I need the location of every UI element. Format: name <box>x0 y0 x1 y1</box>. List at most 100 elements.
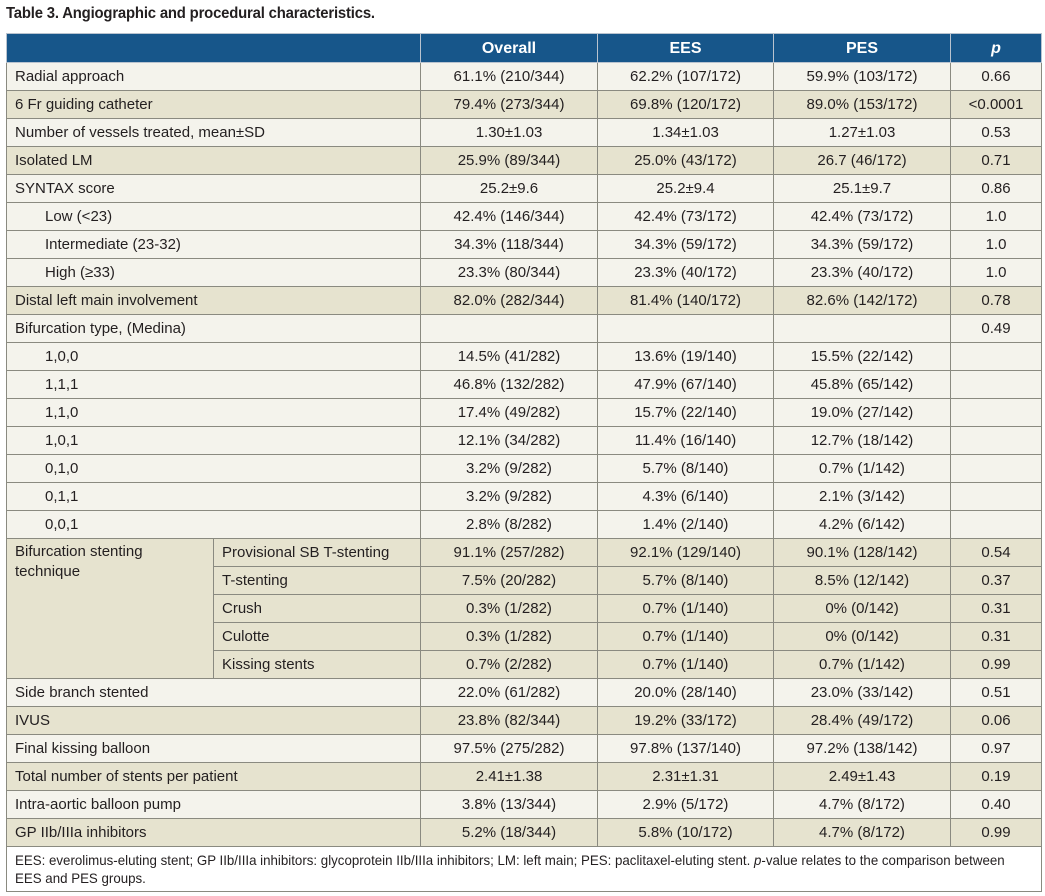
table-row: Bifurcation type, (Medina) 0.49 <box>6 314 1042 343</box>
cell-pes: 15.5% (22/142) <box>773 342 951 371</box>
cell-p: 0.19 <box>950 762 1042 791</box>
table-body-main: Radial approach 61.1% (210/344) 62.2% (107… <box>6 62 1042 539</box>
cell-ees: 0.7% (1/140) <box>597 594 774 623</box>
row-sublabel: Crush <box>213 594 421 623</box>
footnote: EES: everolimus-eluting stent; GP IIb/II… <box>6 846 1042 892</box>
cell-ees: 69.8% (120/172) <box>597 90 774 119</box>
table-row: High (≥33) 23.3% (80/344) 23.3% (40/172) 23… <box>6 258 1042 287</box>
cell-ees: 42.4% (73/172) <box>597 202 774 231</box>
cell-pes: 0.7% (1/142) <box>773 650 951 679</box>
cell-ees: 5.8% (10/172) <box>597 818 774 847</box>
cell-pes: 1.27±1.03 <box>773 118 951 147</box>
table-row: Intra-aortic balloon pump 3.8% (13/344) 2.… <box>6 790 1042 819</box>
cell-overall: 3.2% (9/282) <box>420 454 598 483</box>
row-label: Intra-aortic balloon pump <box>6 790 421 819</box>
table-title: Table 3. Angiographic and procedural cha… <box>6 5 375 22</box>
row-label: Distal left main involvement <box>6 286 421 315</box>
cell-pes: 0% (0/142) <box>773 594 951 623</box>
cell-overall: 14.5% (41/282) <box>420 342 598 371</box>
cell-p <box>950 454 1042 483</box>
cell-p: 0.54 <box>950 538 1042 567</box>
cell-pes: 19.0% (27/142) <box>773 398 951 427</box>
cell-ees: 0.7% (1/140) <box>597 650 774 679</box>
cell-ees: 2.9% (5/172) <box>597 790 774 819</box>
row-sublabel: Kissing stents <box>213 650 421 679</box>
row-sublabel: Culotte <box>213 622 421 651</box>
row-label: GP IIb/IIIa inhibitors <box>6 818 421 847</box>
row-label: 1,0,1 <box>6 426 421 455</box>
table-row: 1,1,0 17.4% (49/282) 15.7% (22/140) 19.0% (… <box>6 398 1042 427</box>
cell-overall: 12.1% (34/282) <box>420 426 598 455</box>
cell-overall: 3.8% (13/344) <box>420 790 598 819</box>
cell-pes: 4.7% (8/172) <box>773 790 951 819</box>
table-row: Culotte 0.3% (1/282) 0.7% (1/140) 0% (0/142… <box>7 622 1042 651</box>
footnote-text-1: EES: everolimus-eluting stent; GP IIb/II… <box>15 852 754 868</box>
cell-pes: 0.7% (1/142) <box>773 454 951 483</box>
cell-overall: 5.2% (18/344) <box>420 818 598 847</box>
cell-overall: 0.3% (1/282) <box>420 622 598 651</box>
table-row: Number of vessels treated, mean±SD 1.30±1… <box>6 118 1042 147</box>
table-row: Crush 0.3% (1/282) 0.7% (1/140) 0% (0/142) 0… <box>7 594 1042 623</box>
cell-ees: 4.3% (6/140) <box>597 482 774 511</box>
table-row: 0,1,1 3.2% (9/282) 4.3% (6/140) 2.1% (3/142… <box>6 482 1042 511</box>
cell-pes: 59.9% (103/172) <box>773 62 951 91</box>
cell-p <box>950 510 1042 539</box>
cell-p <box>950 426 1042 455</box>
cell-p: 1.0 <box>950 202 1042 231</box>
cell-p: 0.06 <box>950 706 1042 735</box>
row-label: 6 Fr guiding catheter <box>6 90 421 119</box>
row-label: Bifurcation type, (Medina) <box>6 314 421 343</box>
cell-p <box>950 342 1042 371</box>
row-label: 0,1,0 <box>6 454 421 483</box>
cell-ees: 92.1% (129/140) <box>597 538 774 567</box>
cell-ees: 0.7% (1/140) <box>597 622 774 651</box>
cell-p: 1.0 <box>950 230 1042 259</box>
row-label: 1,1,1 <box>6 370 421 399</box>
cell-overall: 0.7% (2/282) <box>420 650 598 679</box>
table-row: 0,1,0 3.2% (9/282) 5.7% (8/140) 0.7% (1/142… <box>6 454 1042 483</box>
cell-ees: 47.9% (67/140) <box>597 370 774 399</box>
cell-overall: 82.0% (282/344) <box>420 286 598 315</box>
cell-p: 0.31 <box>950 622 1042 651</box>
cell-p: 0.99 <box>950 818 1042 847</box>
row-label: Isolated LM <box>6 146 421 175</box>
cell-ees: 81.4% (140/172) <box>597 286 774 315</box>
group-label: Bifurcation stenting technique <box>6 538 214 679</box>
header-row: Overall EES PES p <box>6 33 1042 63</box>
cell-overall <box>420 314 598 343</box>
cell-p: 0.66 <box>950 62 1042 91</box>
footnote-text-2: -value relates to the comparison between… <box>15 852 1005 886</box>
table-row: 0,0,1 2.8% (8/282) 1.4% (2/140) 4.2% (6/142… <box>6 510 1042 539</box>
cell-p <box>950 482 1042 511</box>
cell-overall: 79.4% (273/344) <box>420 90 598 119</box>
table-row: GP IIb/IIIa inhibitors 5.2% (18/344) 5.8% … <box>6 818 1042 847</box>
table-row: 1,0,1 12.1% (34/282) 11.4% (16/140) 12.7% (… <box>6 426 1042 455</box>
cell-p: 0.97 <box>950 734 1042 763</box>
table-row: Bifurcation stenting technique Provisiona… <box>6 538 1042 679</box>
cell-ees: 19.2% (33/172) <box>597 706 774 735</box>
row-label: Intermediate (23-32) <box>6 230 421 259</box>
cell-p: 0.40 <box>950 790 1042 819</box>
cell-ees: 25.0% (43/172) <box>597 146 774 175</box>
cell-overall: 97.5% (275/282) <box>420 734 598 763</box>
cell-ees: 25.2±9.4 <box>597 174 774 203</box>
cell-pes: 4.7% (8/172) <box>773 818 951 847</box>
cell-overall: 1.30±1.03 <box>420 118 598 147</box>
cell-pes: 97.2% (138/142) <box>773 734 951 763</box>
cell-overall: 61.1% (210/344) <box>420 62 598 91</box>
row-label: Low (<23) <box>6 202 421 231</box>
cell-overall: 2.41±1.38 <box>420 762 598 791</box>
cell-p: 0.86 <box>950 174 1042 203</box>
table-row: Distal left main involvement 82.0% (282/3… <box>6 286 1042 315</box>
cell-ees: 1.4% (2/140) <box>597 510 774 539</box>
header-pes: PES <box>773 33 951 63</box>
cell-p: <0.0001 <box>950 90 1042 119</box>
header-label-cell <box>6 33 421 63</box>
cell-p: 0.31 <box>950 594 1042 623</box>
cell-p: 0.51 <box>950 678 1042 707</box>
cell-pes: 25.1±9.7 <box>773 174 951 203</box>
row-label: 0,1,1 <box>6 482 421 511</box>
header-overall: Overall <box>420 33 598 63</box>
cell-pes: 34.3% (59/172) <box>773 230 951 259</box>
cell-ees: 62.2% (107/172) <box>597 62 774 91</box>
